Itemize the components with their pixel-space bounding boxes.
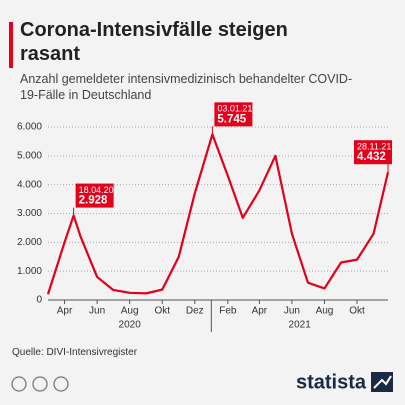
chart-title: Corona-Intensivfälle steigen rasant	[20, 19, 288, 65]
x-tick-label: Dez	[186, 306, 204, 317]
annotation-date: 18.04.20	[79, 185, 114, 195]
annotation-box	[75, 183, 114, 208]
annotation-value: 4.432	[357, 151, 386, 163]
annotation-box	[214, 102, 253, 127]
data-line	[46, 133, 390, 295]
y-tick-label: 1.000	[17, 266, 42, 277]
annotation-box	[354, 140, 392, 165]
x-tick-label: Apr	[57, 306, 73, 317]
annotation-value: 2.928	[79, 195, 108, 207]
accent-bar	[9, 22, 13, 68]
y-tick-label: 5.000	[17, 150, 42, 161]
chart-subtitle: Anzahl gemeldeter intensivmedizinisch be…	[20, 72, 353, 102]
x-tick-label: Feb	[219, 306, 237, 317]
y-tick-label: 3.000	[17, 208, 42, 219]
year-label: 2021	[289, 320, 312, 331]
x-tick-label: Okt	[349, 306, 365, 317]
annotation-date: 03.01.21	[217, 104, 252, 114]
year-label: 2020	[119, 320, 142, 331]
x-tick-label: Aug	[121, 306, 139, 317]
annotation-date: 28.11.21	[357, 142, 391, 152]
y-tick-label: 0	[36, 295, 42, 306]
x-tick-label: Okt	[154, 306, 170, 317]
y-tick-label: 6.000	[17, 122, 42, 133]
cc-icons	[11, 376, 69, 392]
y-tick-label: 2.000	[17, 237, 42, 248]
logo-icon	[371, 372, 393, 392]
brand-logo: statista	[296, 371, 367, 393]
x-tick-label: Jun	[284, 306, 300, 317]
y-tick-label: 4.000	[17, 179, 42, 190]
x-tick-label: Apr	[252, 306, 268, 317]
x-tick-label: Jun	[89, 306, 105, 317]
source: Quelle: DIVI-Intensivregister	[12, 347, 138, 358]
x-tick-label: Aug	[316, 306, 334, 317]
annotation-value: 5.745	[217, 113, 246, 125]
